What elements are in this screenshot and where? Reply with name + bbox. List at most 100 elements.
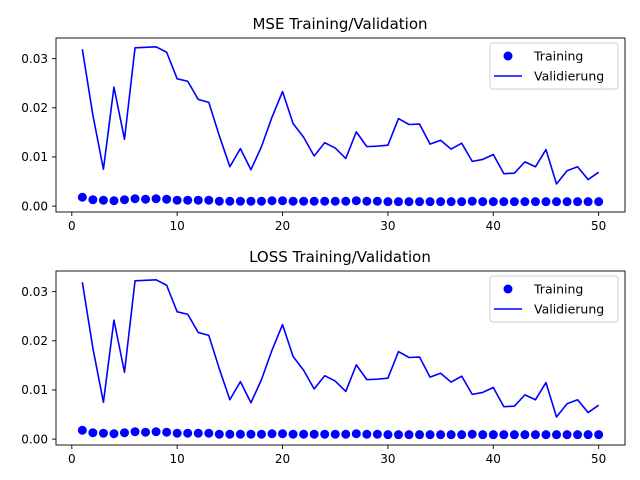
training-point — [393, 197, 403, 207]
validierung-line — [81, 279, 600, 418]
training-point — [562, 430, 572, 440]
training-point — [499, 197, 509, 207]
x-tick-label: 50 — [591, 219, 606, 233]
axes-frame — [55, 37, 626, 213]
training-point — [372, 429, 382, 439]
training-point — [436, 430, 446, 440]
y-tick-label: 0.02 — [21, 334, 48, 348]
training-point — [172, 195, 182, 205]
training-point — [341, 429, 351, 439]
training-point — [573, 430, 583, 440]
training-point — [119, 195, 129, 205]
training-point — [404, 197, 414, 207]
y-tick-label: 0.02 — [21, 101, 48, 115]
loss-chart-panel: LOSS Training/Validation 0 10 20 30 40 50 0.00… — [21, 248, 626, 466]
legend-label-training: Training — [533, 49, 583, 64]
training-point — [130, 427, 140, 437]
training-point — [214, 429, 224, 439]
training-point — [457, 197, 467, 207]
training-point — [330, 429, 340, 439]
training-point — [151, 427, 161, 437]
training-point — [235, 196, 245, 206]
training-point — [288, 196, 298, 206]
training-point — [193, 428, 203, 438]
training-point — [499, 430, 509, 440]
training-point — [425, 430, 435, 440]
training-point — [488, 197, 498, 207]
legend: Training Validierung — [489, 275, 619, 323]
legend: Training Validierung — [489, 42, 619, 90]
legend-label-validierung: Validierung — [534, 302, 604, 317]
training-point — [583, 197, 593, 207]
training-point — [278, 429, 288, 439]
training-point — [98, 195, 108, 205]
training-point — [488, 430, 498, 440]
training-point — [162, 194, 172, 204]
training-point — [235, 429, 245, 439]
y-tick-label: 0.01 — [21, 383, 48, 397]
training-point — [446, 197, 456, 207]
x-tick-label: 50 — [591, 452, 606, 466]
x-tick-label: 0 — [68, 219, 76, 233]
training-point — [320, 429, 330, 439]
training-point — [141, 194, 151, 204]
axes-frame — [55, 270, 626, 446]
training-point — [446, 430, 456, 440]
training-point — [162, 427, 172, 437]
mse-chart-panel: MSE Training/Validation 0 10 20 30 40 500.000… — [21, 15, 626, 233]
chart-title: LOSS Training/Validation — [249, 248, 431, 266]
axis-ticks: 0 10 20 30 40 50 0.00 0.01 0.02 0.03 — [21, 52, 606, 233]
axis-ticks: 0 10 20 30 40 50 0.00 0.01 0.02 0.03 — [21, 285, 606, 466]
training-point — [351, 429, 361, 439]
training-point — [225, 429, 235, 439]
training-point — [520, 430, 530, 440]
training-point — [119, 428, 129, 438]
legend-marker-training — [503, 51, 513, 61]
training-point — [509, 197, 519, 207]
training-point — [278, 196, 288, 206]
x-tick-label: 30 — [380, 219, 395, 233]
training-point — [309, 429, 319, 439]
x-tick-label: 40 — [486, 219, 501, 233]
training-point — [552, 197, 562, 207]
training-point — [541, 197, 551, 207]
training-point — [141, 427, 151, 437]
training-point — [130, 194, 140, 204]
training-point — [362, 429, 372, 439]
training-point — [573, 197, 583, 207]
training-point — [520, 197, 530, 207]
training-point — [393, 430, 403, 440]
training-point — [530, 197, 540, 207]
legend-label-validierung: Validierung — [534, 69, 604, 84]
training-point — [98, 428, 108, 438]
training-point — [109, 196, 119, 206]
x-tick-label: 10 — [170, 219, 185, 233]
training-point — [299, 429, 309, 439]
training-point — [256, 429, 266, 439]
training-point — [457, 430, 467, 440]
training-point — [256, 196, 266, 206]
training-point — [225, 196, 235, 206]
training-point — [583, 430, 593, 440]
y-tick-label: 0.00 — [21, 432, 48, 446]
training-point — [330, 196, 340, 206]
training-point — [246, 196, 256, 206]
legend-marker-training — [503, 284, 513, 294]
training-point — [309, 196, 319, 206]
training-point — [425, 197, 435, 207]
training-point — [204, 428, 214, 438]
x-tick-label: 30 — [380, 452, 395, 466]
training-point — [530, 430, 540, 440]
x-tick-label: 40 — [486, 452, 501, 466]
training-point — [109, 429, 119, 439]
training-point — [88, 428, 98, 438]
training-point — [467, 196, 477, 206]
training-point — [467, 429, 477, 439]
chart-marks — [77, 46, 604, 207]
training-point — [183, 195, 193, 205]
training-point — [404, 430, 414, 440]
training-point — [562, 197, 572, 207]
legend-frame — [489, 42, 619, 90]
y-tick-label: 0.03 — [21, 285, 48, 299]
